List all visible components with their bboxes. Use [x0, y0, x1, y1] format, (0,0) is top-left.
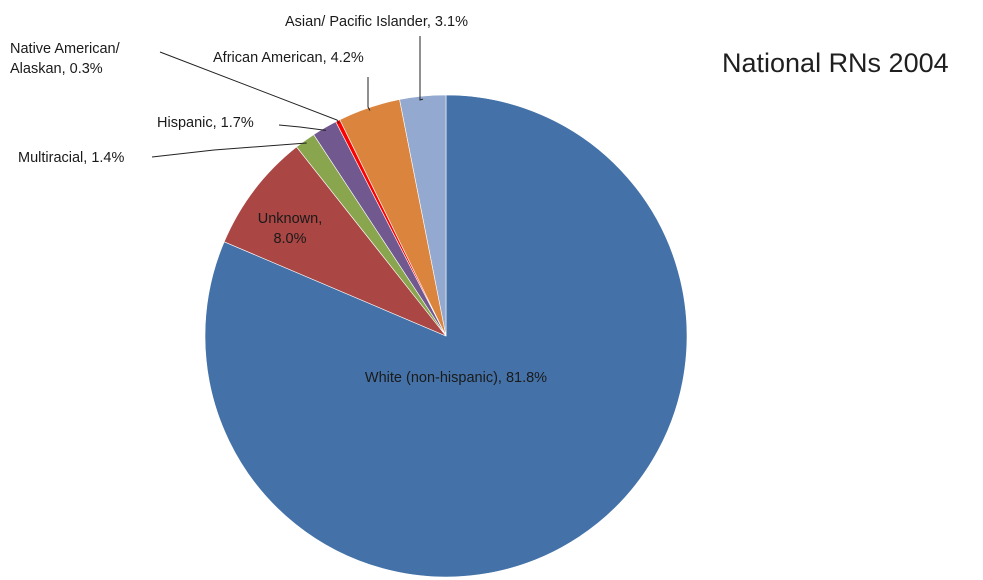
data-label-line: 8.0% — [273, 231, 306, 247]
data-label-white-non-hispanic: White (non-hispanic), 81.8% — [365, 370, 547, 386]
data-label-native-american-alaskan: Native American/Alaskan, 0.3% — [10, 41, 121, 77]
chart-title: National RNs 2004 — [722, 48, 949, 78]
data-label-line: Asian/ Pacific Islander, 3.1% — [285, 14, 468, 30]
leader-line-hispanic — [278, 124, 327, 131]
data-label-line: White (non-hispanic), 81.8% — [365, 370, 547, 386]
data-label-african-american: African American, 4.2% — [213, 50, 364, 66]
pie-slice-unknown — [223, 146, 447, 337]
leader-line-african-american — [367, 77, 371, 111]
data-label-multiracial: Multiracial, 1.4% — [18, 150, 124, 166]
data-label-line: Multiracial, 1.4% — [18, 150, 124, 166]
data-label-unknown: Unknown, 8.0% — [258, 211, 322, 247]
pie-slice-asian-pacific-islander — [399, 94, 447, 337]
data-label-line: Unknown, — [258, 211, 322, 227]
pie-slices — [204, 94, 688, 578]
leader-line-multiracial — [151, 142, 307, 158]
data-label-line: Alaskan, 0.3% — [10, 61, 103, 77]
data-labels: White (non-hispanic), 81.8% Unknown, 8.0% M… — [10, 14, 547, 386]
data-label-asian-pacific-islander: Asian/ Pacific Islander, 3.1% — [285, 14, 468, 30]
data-label-line: African American, 4.2% — [213, 50, 364, 66]
leader-line-asian-pacific-islander — [419, 36, 424, 101]
leader-line-native-american-alaskan — [159, 51, 340, 124]
data-label-line: Native American/ — [10, 41, 121, 57]
data-label-hispanic: Hispanic, 1.7% — [157, 115, 254, 131]
data-label-line: Hispanic, 1.7% — [157, 115, 254, 131]
